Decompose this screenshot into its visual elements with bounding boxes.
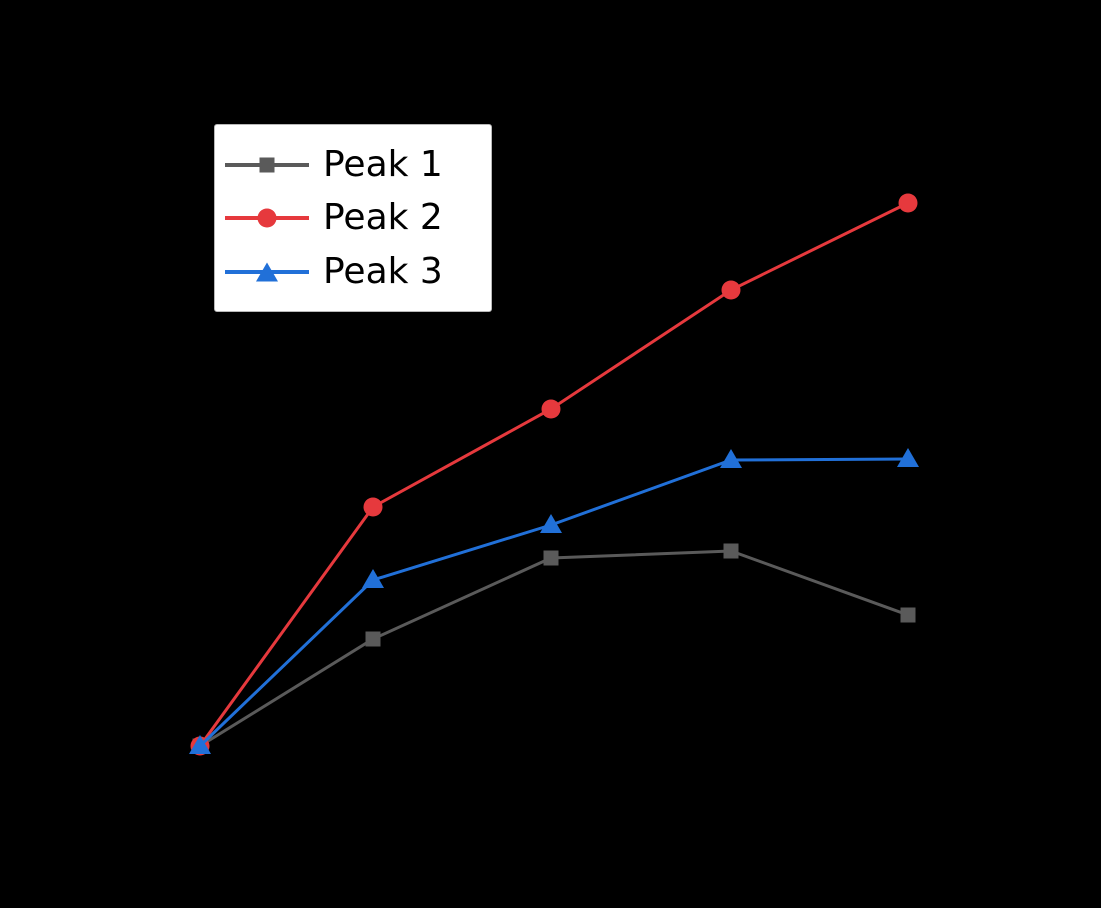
legend-label-peak-2: Peak 2 bbox=[323, 197, 443, 238]
square-marker-icon bbox=[900, 607, 916, 623]
square-marker-icon bbox=[365, 631, 381, 647]
legend-item-peak-1: Peak 1 bbox=[225, 143, 483, 185]
triangle-marker-icon bbox=[362, 569, 384, 588]
circle-marker-icon bbox=[257, 208, 277, 228]
triangle-marker-icon bbox=[897, 448, 919, 467]
square-marker-icon bbox=[723, 543, 739, 559]
triangle-marker-icon bbox=[256, 262, 278, 281]
triangle-marker-icon bbox=[540, 514, 562, 533]
series-line-peak-3 bbox=[198, 457, 909, 748]
legend-label-peak-1: Peak 1 bbox=[323, 143, 443, 185]
circle-marker-icon bbox=[541, 399, 561, 419]
legend-marker-peak-2-icon bbox=[225, 207, 309, 229]
legend: Peak 1 Peak 2 Peak 3 bbox=[214, 124, 492, 312]
triangle-marker-icon bbox=[189, 735, 211, 754]
circle-marker-icon bbox=[363, 497, 383, 517]
legend-item-peak-2: Peak 2 bbox=[225, 200, 483, 236]
circle-marker-icon bbox=[898, 193, 918, 213]
square-marker-icon bbox=[259, 157, 275, 172]
legend-label-peak-3: Peak 3 bbox=[323, 250, 443, 292]
square-marker-icon bbox=[543, 550, 559, 566]
legend-marker-peak-1-icon bbox=[225, 154, 309, 176]
legend-marker-peak-3-icon bbox=[225, 261, 309, 283]
triangle-marker-icon bbox=[720, 449, 742, 468]
legend-item-peak-3: Peak 3 bbox=[225, 250, 483, 292]
series-line-peak-1 bbox=[199, 549, 909, 748]
circle-marker-icon bbox=[721, 280, 741, 300]
